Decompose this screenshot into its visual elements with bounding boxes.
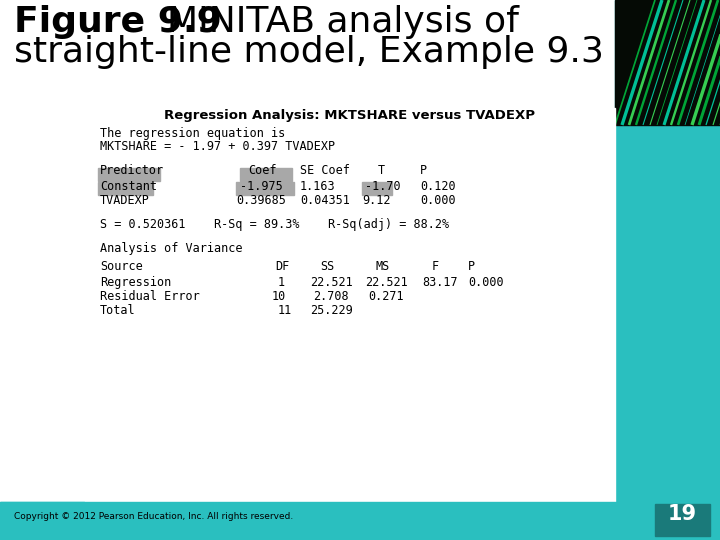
Text: -1.975: -1.975 xyxy=(240,180,283,193)
Text: 1.163: 1.163 xyxy=(300,180,336,193)
Text: 25.229: 25.229 xyxy=(310,304,353,317)
Text: 2.708: 2.708 xyxy=(313,290,348,303)
Text: 1: 1 xyxy=(278,276,285,289)
Text: -1.70: -1.70 xyxy=(365,180,400,193)
Text: MINITAB analysis of: MINITAB analysis of xyxy=(144,5,519,39)
Bar xyxy=(85,108,615,502)
Text: Figure 9.9: Figure 9.9 xyxy=(14,5,222,39)
Text: 19: 19 xyxy=(667,504,696,524)
Text: straight-line model, Example 9.3: straight-line model, Example 9.3 xyxy=(14,35,604,69)
Bar xyxy=(240,168,292,181)
Text: F: F xyxy=(432,260,439,273)
Text: Regression: Regression xyxy=(100,276,171,289)
Bar xyxy=(98,168,160,181)
Text: 0.39685: 0.39685 xyxy=(236,194,286,207)
Text: SE Coef: SE Coef xyxy=(300,164,350,177)
Text: Analysis of Variance: Analysis of Variance xyxy=(100,242,243,255)
Text: SS: SS xyxy=(320,260,334,273)
Text: MS: MS xyxy=(375,260,390,273)
Bar xyxy=(362,182,392,195)
Text: 22.521: 22.521 xyxy=(365,276,408,289)
Text: 0.271: 0.271 xyxy=(368,290,404,303)
Bar xyxy=(236,182,294,195)
Text: 10: 10 xyxy=(272,290,287,303)
Text: 0.04351: 0.04351 xyxy=(300,194,350,207)
Text: Coef: Coef xyxy=(248,164,276,177)
Bar xyxy=(655,504,710,536)
Bar xyxy=(0,502,720,540)
Text: Total: Total xyxy=(100,304,135,317)
Bar xyxy=(615,0,720,125)
Bar xyxy=(0,502,615,540)
Bar xyxy=(615,0,720,540)
Text: 83.17: 83.17 xyxy=(422,276,458,289)
Text: 0.120: 0.120 xyxy=(420,180,456,193)
Text: Residual Error: Residual Error xyxy=(100,290,199,303)
Text: 0.000: 0.000 xyxy=(468,276,503,289)
Text: P: P xyxy=(420,164,427,177)
Text: P: P xyxy=(468,260,475,273)
Text: S = 0.520361    R-Sq = 89.3%    R-Sq(adj) = 88.2%: S = 0.520361 R-Sq = 89.3% R-Sq(adj) = 88… xyxy=(100,218,449,231)
Text: T: T xyxy=(378,164,385,177)
Text: 0.000: 0.000 xyxy=(420,194,456,207)
Text: 22.521: 22.521 xyxy=(310,276,353,289)
Text: Copyright © 2012 Pearson Education, Inc. All rights reserved.: Copyright © 2012 Pearson Education, Inc.… xyxy=(14,512,293,521)
Text: The regression equation is: The regression equation is xyxy=(100,127,285,140)
Text: 11: 11 xyxy=(278,304,292,317)
Text: Regression Analysis: MKTSHARE versus TVADEXP: Regression Analysis: MKTSHARE versus TVA… xyxy=(164,109,536,122)
Text: DF: DF xyxy=(275,260,289,273)
Text: Constant: Constant xyxy=(100,180,157,193)
Text: TVADEXP: TVADEXP xyxy=(100,194,150,207)
Text: Predictor: Predictor xyxy=(100,164,164,177)
Text: Source: Source xyxy=(100,260,143,273)
Text: 9.12: 9.12 xyxy=(362,194,390,207)
Bar xyxy=(98,182,153,195)
Text: MKTSHARE = - 1.97 + 0.397 TVADEXP: MKTSHARE = - 1.97 + 0.397 TVADEXP xyxy=(100,140,335,153)
